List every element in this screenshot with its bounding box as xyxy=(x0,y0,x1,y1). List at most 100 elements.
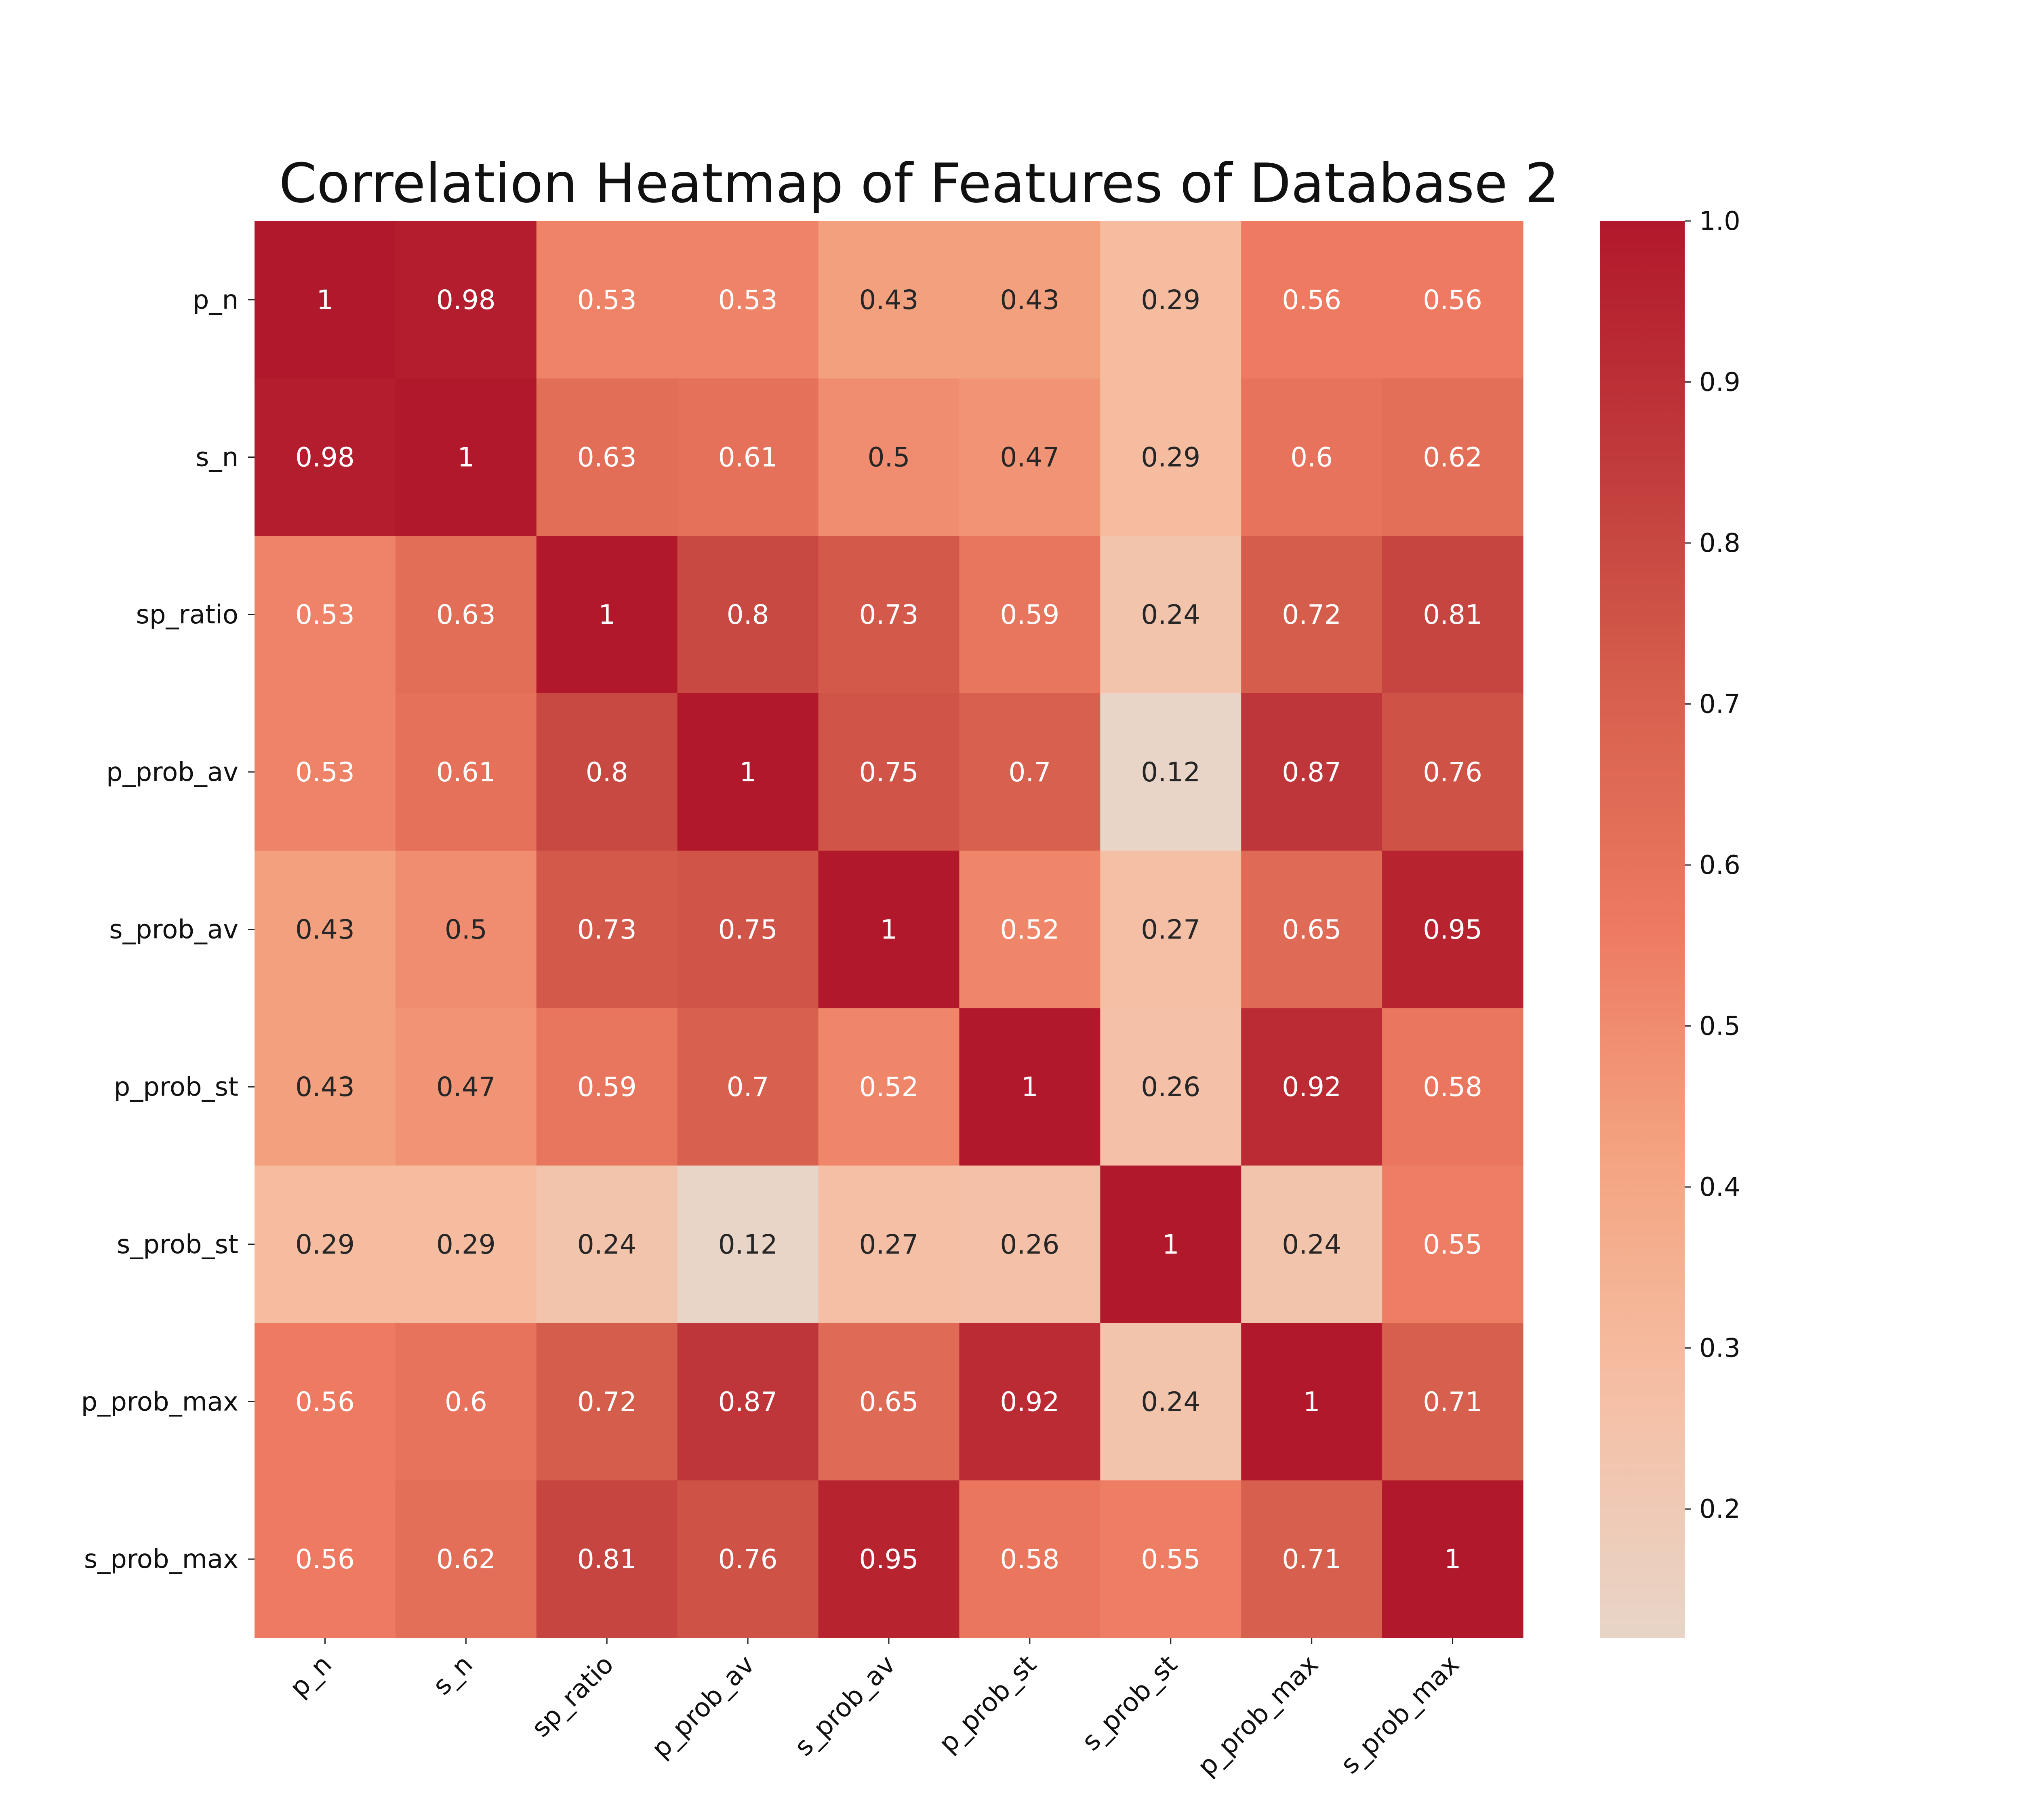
heatmap-cell xyxy=(959,693,1100,851)
y-tick-label: sp_ratio xyxy=(136,600,238,630)
heatmap-cell xyxy=(536,1480,678,1638)
colorbar-tick-label: 0.3 xyxy=(1699,1334,1740,1363)
heatmap-cell xyxy=(255,221,396,379)
heatmap-cell xyxy=(1241,1323,1382,1481)
cell-value-label: 0.55 xyxy=(1141,1544,1200,1575)
heatmap-cell xyxy=(1382,693,1523,851)
cell-value-label: 1 xyxy=(1162,1229,1179,1260)
cell-value-label: 0.63 xyxy=(436,599,496,630)
cell-value-label: 0.65 xyxy=(859,1387,919,1418)
cell-value-label: 0.63 xyxy=(577,442,637,473)
heatmap-cell xyxy=(255,1166,396,1323)
cell-value-label: 0.26 xyxy=(1000,1229,1059,1260)
heatmap-cell xyxy=(395,378,537,536)
cell-value-label: 0.24 xyxy=(1141,1387,1200,1418)
heatmap-cell xyxy=(677,221,819,379)
cell-value-label: 0.61 xyxy=(718,442,778,473)
cell-value-label: 1 xyxy=(598,599,615,630)
heatmap-cell xyxy=(1382,221,1523,379)
cell-value-label: 0.56 xyxy=(1423,284,1482,316)
heatmap-cell xyxy=(959,1008,1100,1166)
cell-value-label: 0.47 xyxy=(1000,442,1059,473)
heatmap-cell xyxy=(1382,378,1523,536)
heatmap-cell xyxy=(255,1323,396,1481)
heatmap-cell xyxy=(1382,850,1523,1008)
heatmap-cell xyxy=(1100,693,1241,851)
cell-value-label: 0.8 xyxy=(727,599,769,630)
heatmap-cell xyxy=(818,693,960,851)
cell-value-label: 0.59 xyxy=(1000,599,1059,630)
cell-value-label: 0.47 xyxy=(436,1071,496,1103)
heatmap-cell xyxy=(1241,378,1382,536)
cell-value-label: 0.6 xyxy=(1290,442,1333,473)
cell-value-label: 0.98 xyxy=(436,284,496,316)
heatmap-cell xyxy=(395,693,537,851)
cell-value-label: 1 xyxy=(880,914,897,945)
heatmap-cell xyxy=(959,850,1100,1008)
cell-value-label: 0.58 xyxy=(1423,1071,1482,1103)
cell-value-label: 0.53 xyxy=(718,284,778,316)
heatmap-cell xyxy=(1241,1480,1382,1638)
heatmap-cell xyxy=(677,536,819,694)
heatmap-cell xyxy=(1382,536,1523,694)
heatmap-cell xyxy=(395,1008,537,1166)
cell-value-label: 0.43 xyxy=(859,284,919,316)
heatmap-cell xyxy=(536,1323,678,1481)
heatmap-cell xyxy=(677,850,819,1008)
cell-value-label: 0.65 xyxy=(1282,914,1341,945)
cell-value-label: 0.29 xyxy=(1141,442,1200,473)
heatmap-cell xyxy=(1100,850,1241,1008)
cell-value-label: 0.95 xyxy=(1423,914,1482,945)
cell-value-label: 0.62 xyxy=(436,1544,496,1575)
cell-value-label: 1 xyxy=(1444,1544,1461,1575)
heatmap-cell xyxy=(677,1323,819,1481)
cell-value-label: 0.5 xyxy=(868,442,910,473)
heatmap-cell xyxy=(255,1480,396,1638)
heatmap-cell xyxy=(1100,1480,1241,1638)
colorbar-tick-label: 1.0 xyxy=(1699,206,1740,236)
heatmap-cell xyxy=(1241,536,1382,694)
heatmap-cell xyxy=(1100,378,1241,536)
colorbar-tick-label: 0.9 xyxy=(1699,368,1740,398)
y-tick-label: s_n xyxy=(196,443,238,473)
y-tick-label: s_prob_av xyxy=(109,915,238,945)
cell-value-label: 0.24 xyxy=(1282,1229,1341,1260)
heatmap-cell xyxy=(1100,1323,1241,1481)
heatmap-cell xyxy=(959,221,1100,379)
heatmap-cell xyxy=(1382,1008,1523,1166)
cell-value-label: 0.29 xyxy=(295,1229,355,1260)
cell-value-label: 0.55 xyxy=(1423,1229,1482,1260)
cell-value-label: 0.43 xyxy=(295,1071,355,1103)
heatmap-cell xyxy=(1100,1008,1241,1166)
heatmap-cell xyxy=(677,1166,819,1323)
cell-value-label: 0.81 xyxy=(577,1544,637,1575)
heatmap-cell xyxy=(255,378,396,536)
cell-value-label: 0.6 xyxy=(445,1387,487,1418)
cell-value-label: 0.43 xyxy=(295,914,355,945)
cell-value-label: 0.26 xyxy=(1141,1071,1200,1103)
cell-value-label: 0.76 xyxy=(718,1544,778,1575)
cell-value-label: 0.5 xyxy=(445,914,487,945)
heatmap-cell xyxy=(536,378,678,536)
cell-value-label: 0.72 xyxy=(577,1387,637,1418)
cell-value-label: 0.76 xyxy=(1423,757,1482,788)
y-tick-label: p_prob_max xyxy=(81,1387,238,1417)
cell-value-label: 0.98 xyxy=(295,442,355,473)
heatmap-cell xyxy=(395,850,537,1008)
heatmap-cell xyxy=(536,221,678,379)
heatmap-cell xyxy=(395,536,537,694)
cell-value-label: 0.87 xyxy=(718,1387,778,1418)
heatmap-cell xyxy=(959,378,1100,536)
heatmap-cell xyxy=(818,1480,960,1638)
cell-value-label: 0.71 xyxy=(1423,1387,1482,1418)
cell-value-label: 0.95 xyxy=(859,1544,919,1575)
heatmap-cell xyxy=(959,1323,1100,1481)
heatmap-cell xyxy=(395,1480,537,1638)
heatmap-cell xyxy=(818,1008,960,1166)
cell-value-label: 0.27 xyxy=(1141,914,1200,945)
heatmap-cell xyxy=(1100,536,1241,694)
cell-value-label: 0.7 xyxy=(1008,757,1051,788)
y-tick-label: p_prob_st xyxy=(114,1072,238,1102)
heatmap-cell xyxy=(395,1323,537,1481)
